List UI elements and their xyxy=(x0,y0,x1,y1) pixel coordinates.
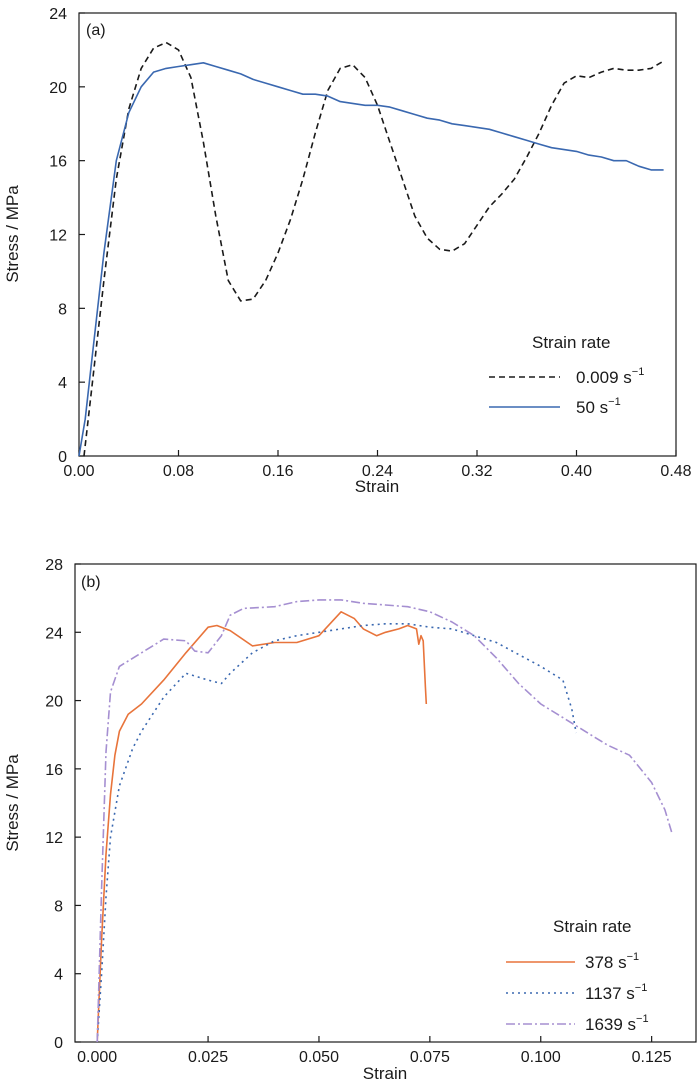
panel-a-y-tick-label-3: 12 xyxy=(49,228,67,245)
panel-b-x-tick-label-1: 0.025 xyxy=(188,1049,228,1066)
panel-a-y-tick-label-5: 20 xyxy=(49,80,67,97)
panel-b-y-tick-label-3: 12 xyxy=(45,830,63,847)
panel-b-y-tick-label-2: 8 xyxy=(54,898,63,915)
panel-b-legend-label-1639: 1639 s−1 xyxy=(585,1013,649,1034)
panel-b-x-tick-label-0: 0.000 xyxy=(77,1049,117,1066)
panel-b-legend: Strain rate 378 s−1 1137 s−1 1639 s−1 xyxy=(506,917,649,1034)
panel-b-label: (b) xyxy=(81,574,101,591)
panel-a-legend-title: Strain rate xyxy=(532,333,610,352)
panel-b-series-1-line xyxy=(96,623,577,1043)
panel-b-y-tick-label-5: 20 xyxy=(45,694,63,711)
panel-a-y-tick-label-1: 4 xyxy=(58,375,67,392)
panel-b-y-tick-label-0: 0 xyxy=(54,1035,63,1052)
panel-b-ticks: 0.000 0.025 0.050 0.075 0.100 0.125 0 4 8 12 16 20 2… xyxy=(45,557,672,1066)
panel-b-legend-label-1137: 1137 s−1 xyxy=(585,982,647,1003)
panel-a-y-tick-label-0: 0 xyxy=(58,449,67,466)
panel-a-x-tick-label-4: 0.32 xyxy=(461,463,492,480)
panel-a-series-group xyxy=(78,41,665,457)
panel-a-label: (a) xyxy=(86,22,106,39)
panel-b-y-tick-label-7: 28 xyxy=(45,557,63,574)
panel-b-legend-label-378: 378 s−1 xyxy=(585,951,639,972)
panel-a-chart: (a) Strain Stress / MPa 0.00 0.08 0.16 0.24… xyxy=(3,6,692,496)
panel-b-x-tick-label-4: 0.100 xyxy=(521,1049,561,1066)
panel-a-legend-label-0009: 0.009 s−1 xyxy=(576,366,644,387)
panel-a-y-tick-label-6: 24 xyxy=(49,6,67,23)
panel-b-series-0-line xyxy=(96,611,428,1043)
panel-b-y-tick-label-4: 16 xyxy=(45,762,63,779)
panel-b-y-tick-label-1: 4 xyxy=(54,967,63,984)
panel-a-series-1-line xyxy=(78,62,664,457)
panel-b-chart: (b) Strain Stress / MPa 0.000 0.025 0.050 0… xyxy=(3,557,697,1083)
panel-b-y-tick-label-6: 24 xyxy=(45,625,63,642)
panel-b-series-group xyxy=(96,599,673,1043)
panel-a-x-axis-title: Strain xyxy=(355,477,399,496)
panel-a-x-tick-label-0: 0.00 xyxy=(63,463,94,480)
panel-a-plot-frame xyxy=(78,12,677,457)
panel-a-legend-label-50: 50 s−1 xyxy=(576,396,621,417)
panel-b-legend-title: Strain rate xyxy=(553,917,631,936)
panel-b-x-tick-label-5: 0.125 xyxy=(632,1049,672,1066)
panel-a-y-axis-title: Stress / MPa xyxy=(3,185,22,283)
panel-b-x-axis-title: Strain xyxy=(363,1064,407,1083)
panel-a-x-tick-label-3: 0.24 xyxy=(362,463,393,480)
panel-b-x-tick-label-3: 0.075 xyxy=(410,1049,450,1066)
panel-a-y-tick-label-4: 16 xyxy=(49,154,67,171)
panel-b-series-2-line xyxy=(96,599,673,1043)
panel-a-x-tick-label-5: 0.40 xyxy=(561,463,592,480)
panel-a-series-0-line xyxy=(83,41,665,457)
panel-b-x-tick-label-2: 0.050 xyxy=(299,1049,339,1066)
panel-a-y-tick-label-2: 8 xyxy=(58,301,67,318)
panel-b-plot-frame xyxy=(74,563,697,1043)
panel-b-y-axis-title: Stress / MPa xyxy=(3,754,22,852)
panel-a-ticks: 0.00 0.08 0.16 0.24 0.32 0.40 0.48 0 4 8 12 16 20 24 xyxy=(49,6,691,480)
panel-a-x-tick-label-1: 0.08 xyxy=(163,463,194,480)
panel-a-x-tick-label-6: 0.48 xyxy=(660,463,691,480)
panel-a-x-tick-label-2: 0.16 xyxy=(262,463,293,480)
panel-a-legend: Strain rate 0.009 s−1 50 s−1 xyxy=(489,333,644,417)
